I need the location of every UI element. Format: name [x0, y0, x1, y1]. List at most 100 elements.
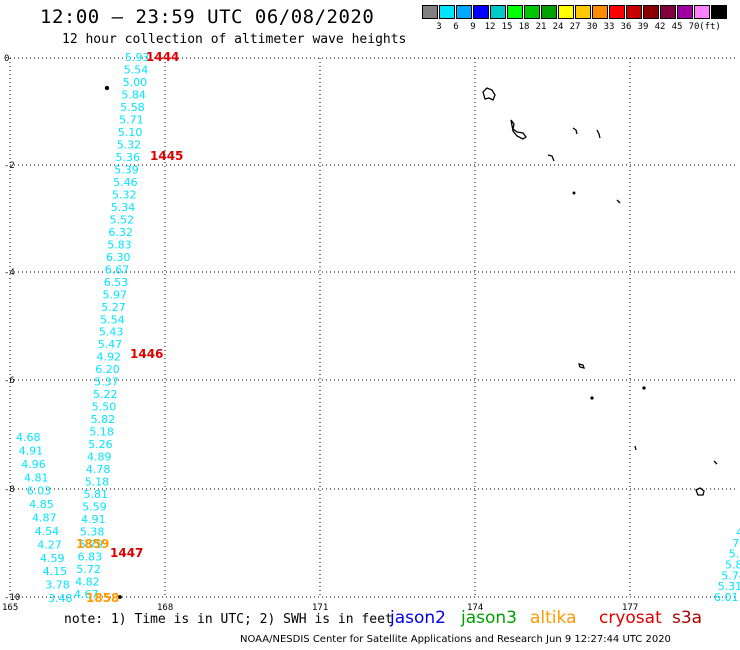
swh-value-left-track: 4.54	[35, 525, 60, 538]
swh-value-main-track: 5.34	[111, 201, 136, 214]
swh-value-right-track: 4	[736, 526, 740, 539]
colorbar-label: 36	[620, 22, 632, 32]
swh-value-right-track: 5.8	[725, 559, 740, 572]
pass-time-label: 1446	[130, 347, 163, 361]
swh-value-main-track: 5.27	[101, 301, 126, 314]
colorbar-label: 9	[470, 22, 476, 32]
legend-item-jason3: jason3	[461, 608, 517, 628]
swh-value-main-track: 5.72	[76, 563, 101, 576]
pass-time-label: 1445	[150, 149, 183, 163]
swh-value-main-track: 6.67	[105, 263, 130, 276]
swh-value-main-track: 5.00	[123, 76, 148, 89]
swh-value-main-track: 5.81	[84, 488, 109, 501]
swh-value-left-track: 4.59	[40, 552, 65, 565]
colorbar-swatch	[507, 5, 523, 19]
map-title: 12:00 — 23:59 UTC 06/08/2020	[40, 6, 375, 28]
swh-value-main-track: 6.30	[106, 251, 131, 264]
island-outline	[634, 445, 637, 451]
swh-value-main-track: 5.46	[113, 176, 138, 189]
island-dot	[572, 191, 576, 195]
swh-value-main-track: 5.59	[82, 501, 107, 514]
pass-time-label: 1858	[86, 591, 119, 605]
swh-value-main-track: 5.10	[118, 126, 142, 139]
swh-value-main-track: 5.39	[114, 163, 139, 176]
swh-value-main-track: 5.54	[100, 313, 125, 326]
colorbar-label: 24	[552, 22, 564, 32]
colorbar-swatch	[490, 5, 506, 19]
colorbar-swatch	[643, 5, 659, 19]
colorbar-swatch	[711, 5, 727, 19]
colorbar-label: 30	[586, 22, 598, 32]
lon-tick-label: 177	[622, 603, 638, 613]
island-dot	[590, 396, 594, 400]
lat-tick-label: -10	[4, 593, 20, 603]
swh-value-main-track: 4.91	[81, 513, 106, 526]
colorbar-swatch	[558, 5, 574, 19]
colorbar-swatch	[439, 5, 455, 19]
swh-value-main-track: 5.52	[110, 213, 135, 226]
colorbar-label: 39	[637, 22, 649, 32]
swh-value-main-track: 5.58	[120, 101, 145, 114]
swh-value-main-track: 4.82	[75, 576, 100, 589]
island-outline	[572, 127, 578, 135]
colorbar-swatch	[541, 5, 557, 19]
swh-value-main-track: 6.20	[95, 363, 120, 376]
island-outline	[482, 87, 496, 101]
pass-time-label: 1447	[110, 546, 143, 560]
colorbar-label: 15	[501, 22, 513, 32]
swh-value-main-track: 5.32	[117, 138, 142, 151]
lat-tick-label: -6	[4, 376, 15, 386]
swh-value-main-track: 5.97	[103, 288, 128, 301]
legend-item-jason2: jason2	[390, 608, 446, 628]
lon-tick-label: 174	[467, 603, 483, 613]
island-outline	[547, 154, 555, 162]
island-outline	[510, 119, 527, 140]
colorbar-swatch	[677, 5, 693, 19]
island-outline	[596, 129, 601, 139]
lat-tick-label: -2	[4, 161, 15, 171]
swh-value-left-track: 4.91	[19, 444, 44, 457]
lon-tick-label: 165	[2, 603, 18, 613]
lon-tick-label: 171	[312, 603, 328, 613]
island-outline	[616, 199, 621, 204]
swh-value-main-track: 5.38	[80, 526, 105, 539]
island-outline	[578, 363, 585, 369]
swh-value-main-track: 5.32	[112, 188, 137, 201]
legend-item-cryosat: cryosat	[599, 608, 662, 628]
pass-time-label: 1444	[146, 50, 179, 64]
swh-value-right-track: 5.74	[721, 569, 740, 582]
colorbar-swatch	[422, 5, 438, 19]
swh-value-right-track: 7.	[732, 537, 740, 550]
colorbar-unit: (ft)	[699, 22, 721, 32]
swh-value-main-track: 5.79	[79, 538, 104, 551]
swh-value-main-track: 5.50	[92, 401, 117, 414]
swh-value-main-track: 6.32	[108, 226, 132, 239]
colorbar-label: 3	[436, 22, 442, 32]
legend-item-s3a: s3a	[672, 608, 703, 628]
island-dot	[118, 595, 122, 599]
swh-value-main-track: 4.78	[86, 463, 111, 476]
colorbar-label: 6	[453, 22, 459, 32]
swh-value-main-track: 4.89	[87, 451, 112, 464]
colorbar-label: 12	[484, 22, 496, 32]
colorbar-label: 42	[654, 22, 666, 32]
swh-value-right-track: 5.31	[718, 580, 740, 593]
swh-value-left-track: 6.03	[27, 485, 52, 498]
island-outline	[695, 487, 705, 496]
lat-tick-label: 0	[4, 54, 9, 64]
colorbar-swatch	[609, 5, 625, 19]
swh-value-left-track: 3.78	[45, 579, 70, 592]
lon-tick-label: 168	[157, 603, 173, 613]
swh-value-left-track: 4.68	[16, 431, 41, 444]
colorbar-label: 70	[688, 22, 700, 32]
wave-height-tracks: 5.935.545.005.845.585.715.105.325.365.39…	[16, 51, 740, 605]
swh-value-main-track: 5.26	[88, 438, 113, 451]
colorbar-label: 27	[569, 22, 581, 32]
swh-value-main-track: 5.84	[121, 89, 145, 102]
swh-value-left-track: 3.48	[48, 592, 73, 605]
map-subtitle: 12 hour collection of altimeter wave hei…	[62, 32, 407, 47]
swh-value-right-track: 5.	[729, 548, 740, 561]
